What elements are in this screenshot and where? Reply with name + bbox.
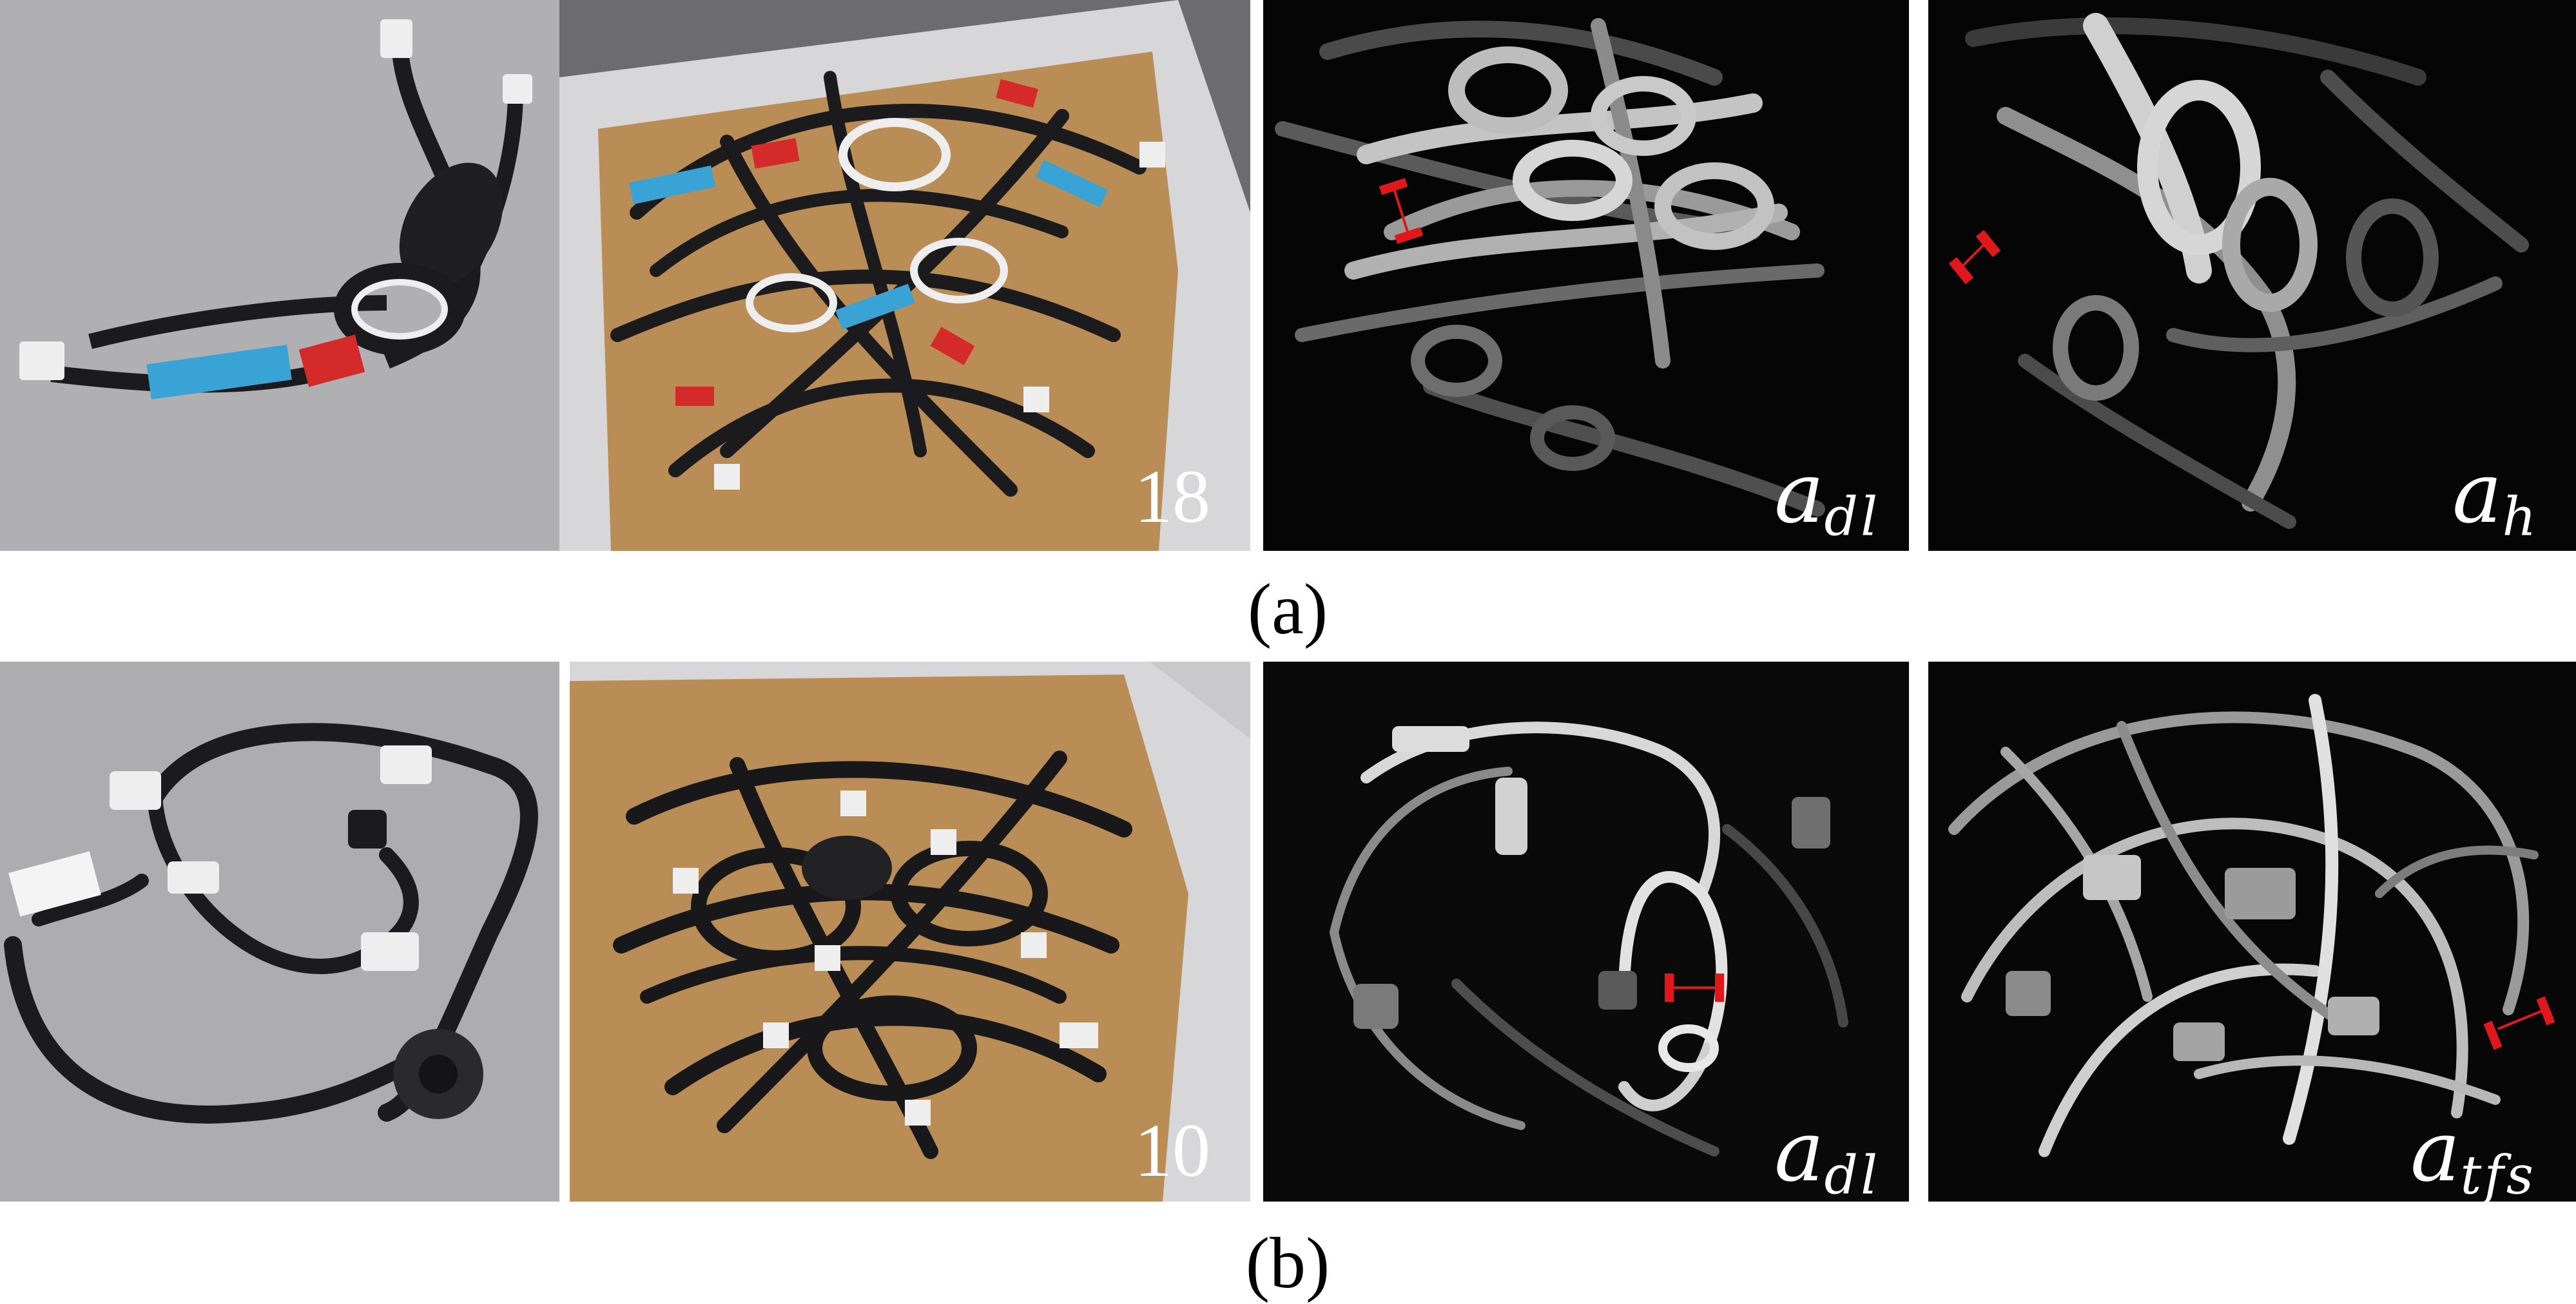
- row-b-single-harness-photo: [0, 662, 559, 1202]
- width-marker: [2483, 996, 2555, 1050]
- row-a-single-harness-photo: [0, 0, 559, 551]
- depth-method-label: adl: [1774, 1102, 1881, 1207]
- width-marker: [1948, 229, 2001, 285]
- subfigure-caption-a: (a): [1247, 570, 1328, 649]
- row-a-harness-bin-photo: [559, 0, 1250, 551]
- depth-method-label: atfs: [2410, 1102, 2536, 1207]
- object-count-label: 18: [1134, 454, 1210, 539]
- row-a-depth-map-left: [1263, 0, 1909, 551]
- width-marker: [1379, 178, 1424, 244]
- subfigure-caption-b: (b): [1245, 1223, 1330, 1303]
- row-a-depth-map-right: [1928, 0, 2576, 551]
- row-b-depth-map-left: [1263, 662, 1909, 1202]
- width-marker: [1665, 973, 1724, 1002]
- row-b-harness-bin-photo: [570, 662, 1250, 1202]
- row-b-depth-map-right: [1928, 662, 2576, 1202]
- depth-method-label: adl: [1774, 444, 1881, 548]
- depth-method-label: ah: [2452, 444, 2539, 548]
- object-count-label: 10: [1134, 1108, 1210, 1193]
